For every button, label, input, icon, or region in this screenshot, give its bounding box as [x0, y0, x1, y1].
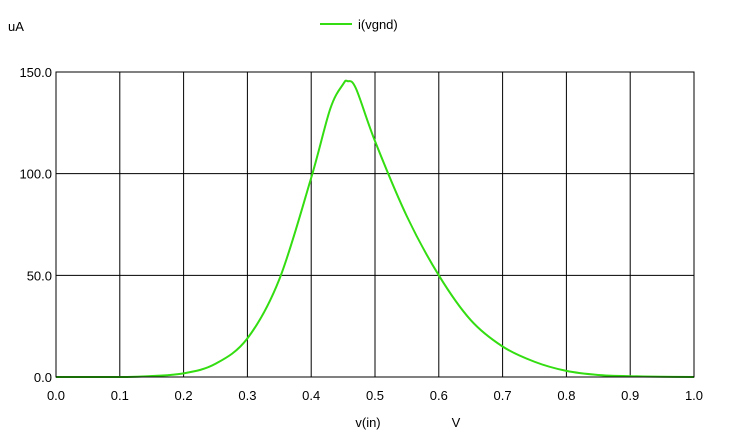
y-tick-labels: 0.0 50.0 100.0 150.0 — [19, 65, 52, 385]
legend-label-i-vgnd: i(vgnd) — [358, 17, 398, 32]
x-tick-label: 0.1 — [111, 388, 129, 403]
series-line-i-vgnd — [55, 79, 695, 379]
y-tick-label: 50.0 — [27, 268, 52, 283]
x-tick-label: 0.9 — [621, 388, 639, 403]
grid — [56, 72, 694, 377]
x-tick-label: 0.8 — [557, 388, 575, 403]
plot-frame — [55, 71, 695, 378]
x-tick-label: 0.5 — [366, 388, 384, 403]
x-axis-label: v(in) — [355, 415, 380, 430]
y-tick-label: 150.0 — [19, 65, 52, 80]
x-axis-unit-label: V — [452, 415, 461, 430]
x-tick-label: 0.0 — [47, 388, 65, 403]
x-tick-label: 0.3 — [238, 388, 256, 403]
legend: i(vgnd) — [320, 17, 398, 32]
y-tick-label: 0.0 — [34, 370, 52, 385]
y-tick-label: 100.0 — [19, 167, 52, 182]
x-tick-label: 0.6 — [430, 388, 448, 403]
x-tick-label: 0.7 — [494, 388, 512, 403]
x-tick-label: 0.4 — [302, 388, 320, 403]
x-tick-label: 1.0 — [685, 388, 703, 403]
series-layer — [55, 79, 695, 379]
x-tick-labels: 0.0 0.1 0.2 0.3 0.4 0.5 0.6 0.7 0.8 0.9 1.0 — [47, 388, 703, 403]
y-axis-unit-label: uA — [8, 19, 24, 34]
x-tick-label: 0.2 — [175, 388, 193, 403]
